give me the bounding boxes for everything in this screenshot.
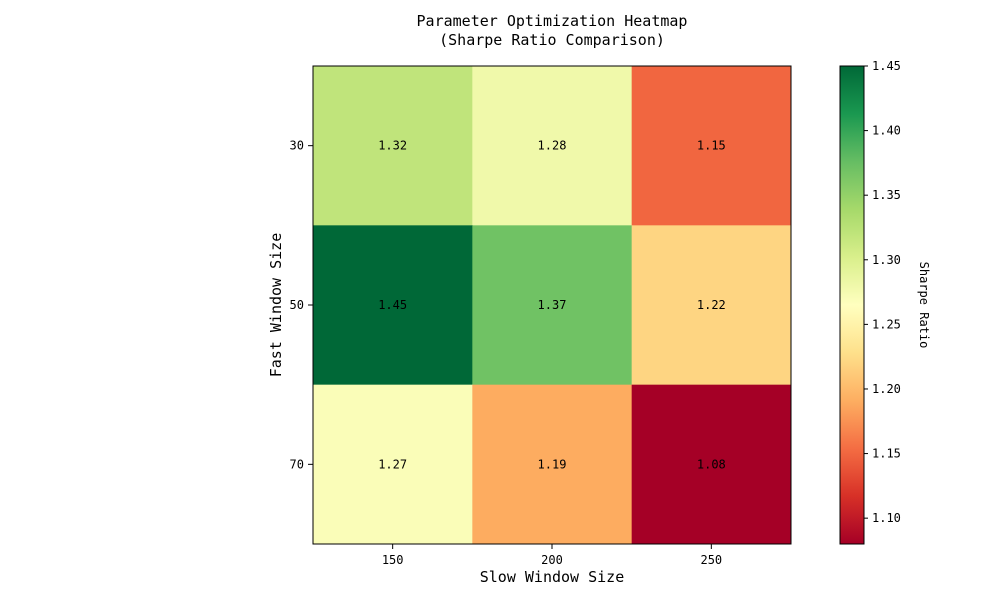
heatmap-cell-value: 1.22 <box>697 298 726 312</box>
heatmap-cell <box>313 225 473 386</box>
heatmap-cell <box>631 225 792 386</box>
colorbar-tick-label: 1.15 <box>872 447 901 461</box>
y-axis-label: Fast Window Size <box>267 233 285 378</box>
heatmap-cell <box>472 66 633 226</box>
x-axis-label: Slow Window Size <box>480 568 625 586</box>
colorbar-tick-label: 1.45 <box>872 59 901 73</box>
x-axis-ticks: 150 200 250 <box>382 544 722 567</box>
heatmap-cell <box>313 66 473 226</box>
heatmap-cell-value: 1.37 <box>538 298 567 312</box>
colorbar-tick-label: 1.25 <box>872 317 901 331</box>
heatmap-cell <box>631 66 792 226</box>
colorbar-tick-label: 1.30 <box>872 253 901 267</box>
y-tick-label: 70 <box>290 457 304 471</box>
heatmap-cell-value: 1.27 <box>378 457 407 471</box>
colorbar-tick-label: 1.35 <box>872 188 901 202</box>
heatmap-cells <box>313 66 792 545</box>
heatmap-cell-value: 1.08 <box>697 457 726 471</box>
heatmap-cell-value: 1.32 <box>378 139 407 153</box>
colorbar-tick-label: 1.10 <box>872 511 901 525</box>
chart-title: Parameter Optimization Heatmap <box>417 12 688 30</box>
heatmap-cell-value: 1.28 <box>538 139 567 153</box>
heatmap-cell-value: 1.15 <box>697 139 726 153</box>
heatmap-cell-value: 1.45 <box>378 298 407 312</box>
colorbar-ticks: 1.10 1.15 1.20 1.25 1.30 1.35 1.40 1.45 <box>864 59 901 525</box>
chart-subtitle: (Sharpe Ratio Comparison) <box>439 31 665 49</box>
heatmap-cell <box>313 384 473 545</box>
colorbar <box>839 65 865 545</box>
x-tick-label: 150 <box>382 553 404 567</box>
heatmap-cell <box>472 225 633 386</box>
y-axis-ticks: 30 50 70 <box>290 139 313 471</box>
colorbar-tick-label: 1.20 <box>872 382 901 396</box>
x-tick-label: 200 <box>541 553 563 567</box>
colorbar-tick-label: 1.40 <box>872 124 901 138</box>
y-tick-label: 50 <box>290 298 304 312</box>
x-tick-label: 250 <box>700 553 722 567</box>
colorbar-label: Sharpe Ratio <box>917 262 931 349</box>
y-tick-label: 30 <box>290 139 304 153</box>
heatmap-cell-labels: 1.32 1.28 1.15 1.45 1.37 1.22 1.27 1.19 1.08 <box>378 139 726 472</box>
heatmap-cell <box>472 384 633 545</box>
heatmap-cell <box>631 384 792 545</box>
heatmap-cell-value: 1.19 <box>538 457 567 471</box>
